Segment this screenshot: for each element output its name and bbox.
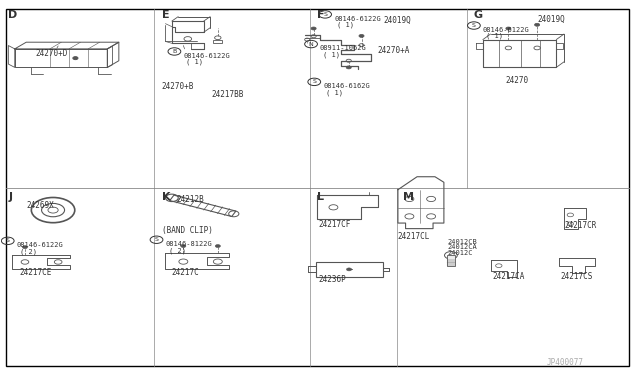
Text: ( 1): ( 1)	[326, 89, 344, 96]
Text: S: S	[312, 79, 316, 84]
Text: E: E	[162, 10, 169, 20]
Text: F: F	[317, 10, 324, 20]
Text: 24236P: 24236P	[318, 275, 346, 284]
Text: 24217CL: 24217CL	[398, 232, 430, 241]
Text: L: L	[317, 192, 324, 202]
Text: M: M	[403, 192, 414, 202]
Circle shape	[180, 244, 186, 247]
Text: J: J	[8, 192, 12, 202]
Text: ( 2): ( 2)	[20, 248, 37, 255]
Bar	[447, 255, 455, 266]
Text: JP400077: JP400077	[547, 358, 584, 367]
Text: 24217C: 24217C	[172, 268, 200, 277]
Text: 08146-6162G: 08146-6162G	[323, 83, 370, 89]
Circle shape	[73, 57, 78, 60]
Text: ( 1): ( 1)	[323, 51, 340, 58]
Text: D: D	[8, 10, 18, 20]
Text: S: S	[6, 238, 10, 243]
Circle shape	[346, 268, 351, 271]
Bar	[213, 39, 222, 43]
Text: S: S	[323, 12, 327, 17]
Circle shape	[311, 27, 316, 30]
Bar	[316, 262, 383, 277]
Text: (BAND CLIP): (BAND CLIP)	[162, 226, 212, 235]
Text: 24212B: 24212B	[176, 195, 204, 204]
Text: ( 1): ( 1)	[486, 33, 503, 39]
Text: S: S	[155, 237, 159, 242]
Text: 24270: 24270	[505, 76, 529, 85]
Text: 24019Q: 24019Q	[537, 15, 565, 24]
Text: N: N	[308, 42, 314, 46]
Text: K: K	[162, 192, 170, 202]
Text: B: B	[172, 49, 177, 54]
Text: 24217CS: 24217CS	[560, 272, 593, 281]
Text: ( 2): ( 2)	[169, 247, 186, 254]
Text: S: S	[472, 23, 476, 28]
Text: 24012C: 24012C	[448, 250, 473, 256]
Text: 08146-6122G: 08146-6122G	[483, 27, 529, 33]
Circle shape	[215, 244, 220, 247]
Text: 24217BB: 24217BB	[211, 90, 244, 99]
Text: G: G	[473, 10, 483, 20]
Text: 24217CE: 24217CE	[20, 268, 52, 277]
Text: ( 1): ( 1)	[186, 59, 203, 65]
Circle shape	[22, 246, 28, 248]
Text: 24270+D: 24270+D	[36, 49, 68, 58]
Text: 24217CF: 24217CF	[318, 220, 351, 229]
Text: 08911-1062G: 08911-1062G	[320, 45, 367, 51]
Text: 24019Q: 24019Q	[384, 16, 412, 25]
Text: 24270+B: 24270+B	[162, 82, 194, 91]
Text: 24217CR: 24217CR	[564, 221, 596, 230]
Text: 08146-6122G: 08146-6122G	[334, 16, 381, 22]
Text: 24012CA: 24012CA	[448, 244, 477, 250]
Text: 08146-6122G: 08146-6122G	[183, 52, 230, 58]
Circle shape	[359, 35, 364, 37]
Text: 24269X: 24269X	[26, 201, 54, 210]
Text: 24270+A: 24270+A	[378, 46, 410, 55]
Text: 08146-8122G: 08146-8122G	[166, 241, 212, 247]
Text: 08146-6122G: 08146-6122G	[17, 242, 63, 248]
Text: ( 1): ( 1)	[337, 22, 355, 28]
Circle shape	[346, 66, 351, 69]
Text: 24012CB: 24012CB	[448, 238, 477, 245]
Text: 24217CA: 24217CA	[492, 272, 525, 281]
Circle shape	[506, 27, 511, 30]
Circle shape	[534, 23, 540, 26]
